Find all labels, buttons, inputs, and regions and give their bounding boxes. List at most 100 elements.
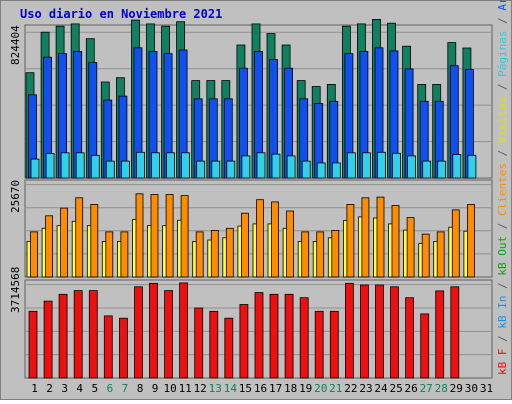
bar-top-p-ginas-24 (377, 151, 386, 179)
bar-bottom-kb-f-27 (420, 313, 430, 379)
bar-bottom-kb-f-17 (269, 293, 279, 379)
bar-middle-kb-out-clientes-8 (135, 193, 144, 278)
x-tick-label: 12 (194, 382, 207, 395)
y-axis-max-label: 824404 (9, 25, 22, 65)
bar-top-p-ginas-3 (60, 152, 70, 179)
bar-bottom-kb-f-1 (28, 310, 38, 379)
bar-top-p-ginas-10 (166, 152, 176, 179)
legend-entry: kB In (496, 296, 509, 329)
bar-middle-kb-out-clientes-13 (210, 229, 219, 278)
x-tick-label: 15 (239, 382, 252, 395)
bar-middle-kb-out-clientes-24 (376, 196, 385, 278)
bar-bottom-kb-f-16 (254, 292, 264, 379)
bar-bottom-kb-f-29 (450, 286, 460, 379)
x-tick-label: 29 (450, 382, 463, 395)
bar-top-p-ginas-17 (271, 153, 281, 179)
x-tick-label: 10 (163, 382, 176, 395)
bar-middle-kb-out-clientes-3 (60, 207, 68, 278)
bar-middle-kb-out-clientes-29 (451, 209, 460, 278)
panel-bottom: 3714568 (9, 267, 493, 379)
x-tick-label: 6 (107, 382, 114, 395)
panels-group: 824404 25670 3714568 (9, 18, 493, 379)
bar-middle-kb-out-clientes-2 (45, 215, 53, 278)
bar-top-p-ginas-23 (361, 152, 371, 179)
bar-top-p-ginas-30 (467, 154, 477, 179)
x-tick-label: 11 (179, 382, 192, 395)
bar-bottom-kb-f-18 (284, 293, 294, 379)
x-tick-label: 28 (435, 382, 448, 395)
x-tick-label: 24 (374, 382, 388, 395)
legend-entry: Archivos (496, 0, 509, 11)
bar-bottom-kb-f-9 (149, 282, 158, 379)
x-tick-label: 20 (314, 382, 327, 395)
bar-bottom-kb-f-23 (359, 284, 369, 379)
bar-top-p-ginas-13 (211, 160, 221, 179)
x-tick-label: 2 (46, 382, 53, 395)
bar-top-p-ginas-26 (407, 155, 417, 179)
x-tick-label: 9 (152, 382, 159, 395)
x-tick-label: 16 (254, 382, 267, 395)
bar-bottom-kb-f-13 (209, 310, 219, 379)
bar-top-p-ginas-19 (301, 160, 311, 179)
bar-bottom-kb-f-22 (344, 282, 354, 379)
x-tick-label: 18 (284, 382, 297, 395)
bar-middle-kb-out-clientes-9 (150, 194, 159, 278)
bar-top-p-ginas-28 (437, 160, 447, 179)
bar-middle-kb-out-clientes-11 (180, 195, 189, 278)
x-tick-label: 19 (299, 382, 312, 395)
bar-top-p-ginas-18 (286, 155, 296, 179)
bar-middle-kb-out-clientes-7 (120, 231, 129, 278)
bar-top-p-ginas-5 (90, 154, 100, 179)
bar-top-p-ginas-4 (75, 152, 85, 179)
x-tick-label: 17 (269, 382, 282, 395)
bar-top-p-ginas-2 (45, 153, 55, 179)
bar-bottom-kb-f-21 (329, 310, 339, 379)
legend-entry: / (496, 143, 509, 163)
bar-middle-kb-out-clientes-15 (240, 212, 249, 278)
bar-middle-kb-out-clientes-4 (75, 197, 84, 278)
bar-top-p-ginas-9 (151, 152, 160, 179)
x-axis: 1 2 3 4 5 6 7 8 9 10 11 12 13 14 15 16 17 18 19 20 21 22 23 24 2… (31, 382, 493, 395)
legend-entry: / (496, 329, 509, 349)
bar-top-p-ginas-29 (452, 154, 462, 179)
bar-middle-kb-out-clientes-10 (165, 194, 174, 278)
bar-middle-kb-out-clientes-22 (346, 203, 355, 278)
bar-bottom-kb-f-14 (224, 317, 234, 379)
right-legend: kB F / kB In / kB Out / Clientes / Visit… (496, 0, 509, 375)
x-tick-label: 30 (465, 382, 478, 395)
legend-entry: Visitas (496, 97, 509, 143)
bar-bottom-kb-f-4 (73, 290, 83, 379)
bar-top-p-ginas-12 (196, 160, 206, 179)
y-axis-max-label: 3714568 (9, 267, 22, 313)
bar-middle-kb-out-clientes-17 (271, 201, 279, 278)
bar-middle-kb-out-clientes-16 (256, 199, 264, 278)
x-tick-label: 27 (420, 382, 433, 395)
bar-bottom-kb-f-2 (43, 300, 53, 379)
bar-bottom-kb-f-24 (375, 284, 384, 379)
x-tick-label: 14 (224, 382, 238, 395)
bar-bottom-kb-f-19 (299, 297, 309, 379)
bar-top-p-ginas-21 (331, 162, 341, 179)
bar-top-p-ginas-20 (316, 162, 326, 179)
bar-bottom-kb-f-5 (88, 290, 98, 379)
bar-middle-kb-out-clientes-6 (105, 231, 114, 278)
bar-middle-kb-out-clientes-25 (391, 205, 400, 278)
bar-bottom-kb-f-3 (58, 293, 68, 379)
bar-top-p-ginas-14 (226, 160, 236, 179)
bar-top-p-ginas-11 (181, 152, 191, 179)
bar-middle-kb-out-clientes-23 (361, 197, 370, 278)
bar-middle-kb-out-clientes-5 (90, 203, 99, 278)
x-tick-label: 4 (76, 382, 83, 395)
x-tick-label: 1 (31, 382, 38, 395)
bar-middle-kb-out-clientes-30 (466, 203, 475, 278)
bar-middle-kb-out-clientes-27 (421, 233, 430, 278)
bar-middle-kb-out-clientes-21 (331, 229, 340, 278)
bar-top-p-ginas-1 (30, 158, 40, 179)
bar-bottom-kb-f-8 (134, 286, 143, 379)
bar-middle-kb-out-clientes-14 (225, 227, 234, 278)
bar-middle-kb-out-clientes-26 (406, 217, 415, 278)
bar-middle-kb-out-clientes-18 (286, 210, 295, 278)
x-tick-label: 22 (344, 382, 357, 395)
